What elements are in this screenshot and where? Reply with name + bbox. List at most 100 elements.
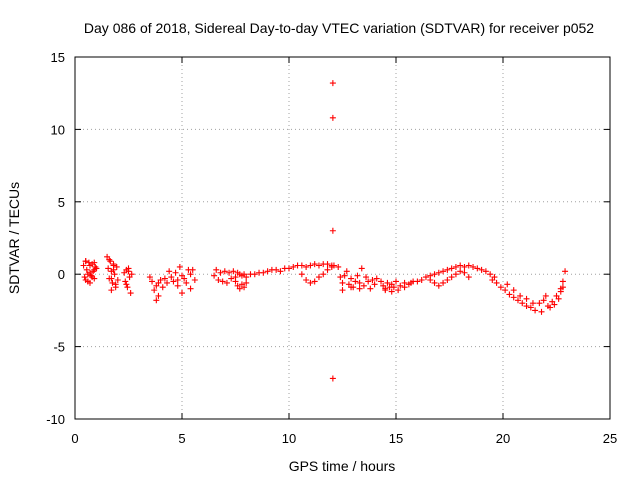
data-point (110, 262, 117, 269)
data-point (489, 276, 496, 283)
data-point (92, 263, 99, 270)
data-point (153, 297, 160, 304)
data-point (440, 279, 447, 286)
y-tick-label: 15 (51, 50, 65, 65)
data-point (358, 265, 365, 272)
data-point (497, 284, 504, 291)
data-point (557, 288, 564, 295)
data-point (243, 274, 250, 281)
x-tick-label: 0 (71, 431, 78, 446)
data-point (111, 271, 118, 278)
data-point (348, 284, 355, 291)
data-point (343, 268, 350, 275)
data-point (125, 265, 132, 272)
data-point (418, 276, 425, 283)
data-point (290, 263, 297, 270)
data-point (277, 268, 284, 275)
data-point (159, 284, 166, 291)
data-point (91, 266, 98, 273)
data-point (123, 281, 130, 288)
data-point (298, 271, 305, 278)
data-point (465, 274, 472, 281)
data-point (384, 279, 391, 286)
data-point (356, 285, 363, 292)
data-point (260, 269, 267, 276)
data-point (523, 295, 530, 302)
data-point (217, 269, 224, 276)
data-point (517, 292, 524, 299)
data-point (286, 265, 292, 272)
data-point (373, 275, 380, 282)
data-point (367, 285, 374, 292)
data-point (427, 276, 434, 283)
y-tick-label: -10 (46, 412, 65, 427)
data-point (122, 278, 129, 285)
data-point (273, 266, 280, 273)
data-point (378, 278, 385, 285)
grid-lines (75, 57, 610, 419)
data-point (155, 292, 162, 299)
data-point (510, 294, 517, 301)
data-point (84, 271, 91, 278)
y-tick-label: 10 (51, 122, 65, 137)
data-point (407, 279, 414, 286)
data-point (547, 304, 554, 311)
data-point (382, 285, 389, 292)
chart-title: Day 086 of 2018, Sidereal Day-to-day VTE… (84, 20, 594, 36)
y-axis-label: SDTVAR / TECUs (6, 182, 22, 294)
data-point (189, 266, 196, 273)
data-point (179, 290, 185, 297)
data-point (329, 375, 336, 382)
data-point (113, 263, 120, 270)
data-point (228, 275, 235, 282)
data-point (444, 266, 451, 273)
data-point (356, 279, 363, 286)
data-point (114, 276, 121, 283)
data-point (431, 271, 438, 278)
data-point (393, 278, 399, 285)
data-point (82, 258, 89, 265)
data-point (226, 269, 233, 276)
x-tick-label: 5 (178, 431, 185, 446)
data-point (109, 279, 116, 286)
data-point (315, 262, 322, 269)
data-point (529, 300, 536, 307)
data-point (474, 265, 481, 272)
data-point (337, 274, 344, 281)
data-point (187, 285, 194, 292)
data-point (183, 279, 190, 286)
data-point (339, 287, 346, 294)
data-point (112, 281, 119, 288)
data-point (435, 269, 442, 276)
data-point (465, 262, 472, 269)
data-point (166, 268, 173, 275)
data-point (329, 227, 336, 234)
data-point (81, 274, 88, 281)
data-point (236, 285, 243, 292)
data-point (211, 272, 218, 279)
data-point (514, 297, 521, 304)
data-point (80, 262, 87, 269)
plot-frame (74, 56, 611, 420)
data-point (191, 276, 198, 283)
data-point (395, 287, 402, 294)
data-point (161, 275, 168, 282)
data-point (127, 290, 134, 297)
data-point (108, 275, 115, 282)
data-point (371, 281, 378, 288)
data-point (174, 276, 181, 283)
data-point (555, 295, 562, 302)
data-point (164, 279, 171, 286)
data-point (444, 276, 451, 283)
data-point (83, 266, 90, 273)
data-point (107, 258, 114, 265)
data-point (354, 272, 361, 279)
data-point (461, 263, 468, 270)
data-point (181, 275, 188, 282)
data-point (470, 263, 477, 270)
data-point (461, 269, 468, 276)
data-point (320, 271, 327, 278)
data-point (151, 287, 158, 294)
x-tick-label: 15 (389, 431, 403, 446)
data-point (397, 282, 404, 289)
